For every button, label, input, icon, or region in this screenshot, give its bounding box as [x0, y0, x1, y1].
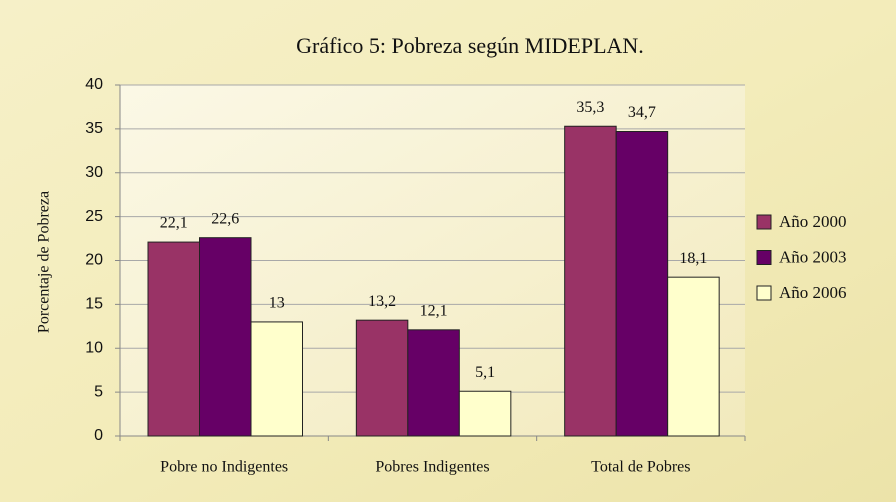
data-label: 35,3	[576, 99, 604, 116]
y-tick-label: 10	[85, 339, 103, 356]
bar	[250, 321, 303, 437]
y-tick-label: 0	[94, 427, 103, 444]
legend-swatch	[756, 285, 772, 301]
x-tick-label: Pobres Indigentes	[375, 459, 489, 476]
data-label: 13,2	[368, 293, 396, 310]
y-tick-label: 5	[94, 383, 103, 400]
legend-swatch	[756, 214, 772, 230]
bar	[615, 131, 669, 437]
data-label: 22,6	[211, 210, 239, 227]
legend-label: Año 2000	[779, 212, 847, 231]
bar	[667, 276, 720, 437]
legend-label: Año 2006	[779, 283, 847, 302]
bar	[407, 329, 460, 437]
y-tick-label: 15	[85, 296, 103, 313]
y-tick-label: 25	[85, 208, 103, 225]
y-tick-label: 40	[85, 76, 103, 93]
data-label: 12,1	[420, 302, 448, 319]
legend-label: Año 2003	[779, 247, 847, 266]
y-tick-label: 30	[85, 164, 103, 181]
data-label: 13	[269, 295, 285, 312]
y-axis-label: Porcentaje de Pobreza	[36, 191, 53, 333]
x-tick-label: Pobre no Indigentes	[160, 459, 288, 476]
bar	[458, 390, 512, 437]
data-label: 18,1	[679, 250, 707, 267]
bar	[147, 241, 200, 437]
y-tick-label: 35	[85, 120, 103, 137]
data-label: 22,1	[160, 215, 188, 232]
chart-title: Gráfico 5: Pobreza según MIDEPLAN.	[296, 33, 644, 58]
bar	[564, 125, 617, 437]
y-tick-label: 20	[85, 252, 103, 269]
bar	[199, 237, 252, 437]
x-tick-label: Total de Pobres	[591, 459, 690, 476]
data-label: 5,1	[475, 364, 495, 381]
legend-swatch	[756, 250, 772, 265]
bar	[355, 319, 409, 437]
data-label: 34,7	[628, 104, 656, 121]
